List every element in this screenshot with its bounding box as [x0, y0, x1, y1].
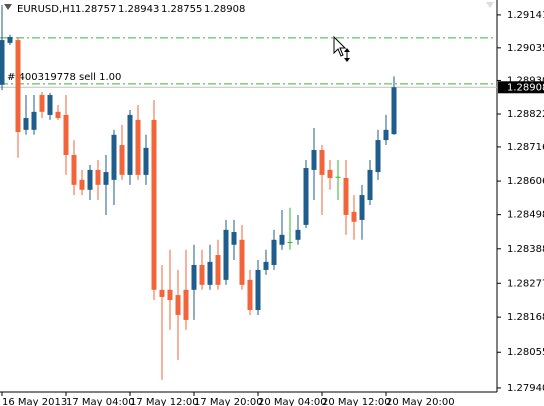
candle-body	[15, 40, 21, 133]
candle-body	[71, 154, 77, 185]
mouse-cursor	[333, 35, 350, 62]
header-low: 1.28755	[161, 4, 202, 15]
candle-body	[167, 289, 173, 301]
y-tick-label: 1.28277	[507, 278, 544, 289]
candle-body	[135, 119, 141, 175]
candle-body	[31, 111, 37, 130]
candle-body	[199, 264, 205, 285]
candle-body	[367, 169, 373, 201]
candle-body	[223, 229, 229, 280]
candle-body	[7, 36, 13, 43]
candle-body	[55, 111, 61, 119]
candle-body	[311, 150, 317, 170]
header-open: 1.28757	[75, 4, 116, 15]
y-tick-label: 1.28606	[507, 176, 544, 187]
y-tick-label: 1.27940	[507, 383, 544, 394]
shift-marker	[486, 2, 494, 8]
candle-body	[391, 87, 397, 135]
candle-body	[375, 140, 381, 173]
candle-body	[127, 114, 133, 175]
header-close: 1.28908	[204, 4, 245, 15]
candle-body	[143, 147, 149, 175]
candle-body	[335, 176, 341, 178]
candle-body	[255, 269, 261, 310]
candle-body	[0, 40, 5, 85]
candle-body	[87, 169, 93, 190]
candle-body	[103, 172, 109, 185]
x-tick-label: 17 May 20:00	[194, 397, 263, 406]
candle-body	[63, 114, 69, 155]
candle-body	[191, 264, 197, 290]
candle-body	[111, 134, 117, 180]
candle-body	[343, 177, 349, 215]
y-tick-label: 1.28716	[507, 142, 544, 153]
candle-body	[151, 119, 157, 290]
candle-body	[47, 95, 53, 115]
x-tick-label: 17 May 04:00	[66, 397, 135, 406]
x-tick-label: 20 May 12:00	[322, 397, 391, 406]
candle-body	[239, 239, 245, 285]
x-tick-label: 20 May 20:00	[386, 397, 455, 406]
candle-body	[175, 295, 181, 315]
y-tick-label: 1.28930	[507, 75, 544, 86]
candle-body	[119, 145, 125, 175]
bid-label-box	[498, 81, 544, 94]
candle-body	[23, 118, 29, 130]
candle-body	[79, 179, 85, 190]
candle-body	[263, 261, 269, 270]
y-tick-label: 1.28498	[507, 210, 544, 221]
candle-body	[159, 289, 165, 297]
candle-body	[39, 95, 45, 112]
candle-body	[303, 168, 309, 225]
candle-body	[287, 241, 293, 243]
candle-body	[207, 261, 213, 285]
x-tick-label: 16 May 2013	[2, 397, 67, 406]
candle-body	[271, 239, 277, 265]
y-tick-label: 1.28822	[507, 109, 544, 120]
candle-body	[327, 169, 333, 178]
x-tick-label: 20 May 04:00	[258, 397, 327, 406]
candle-body	[231, 232, 237, 245]
candle-body	[247, 279, 253, 310]
candle-body	[383, 129, 389, 141]
x-tick-label: 17 May 12:00	[130, 397, 199, 406]
candle-body	[319, 150, 325, 175]
candle-body	[95, 169, 101, 185]
candle-body	[295, 229, 301, 240]
header-high: 1.28943	[118, 4, 159, 15]
candle-body	[359, 195, 365, 220]
y-tick-label: 1.29035	[507, 43, 544, 54]
y-tick-label: 1.28055	[507, 347, 544, 358]
bid-label: 1.28908	[507, 82, 544, 93]
candle-body	[351, 211, 357, 222]
symbol-icon	[4, 4, 12, 10]
order-label: # 400319778 sell 1.00	[7, 72, 121, 83]
candle-body	[215, 255, 221, 285]
candle-body	[183, 289, 189, 320]
symbol: EURUSD,H1	[17, 4, 76, 15]
y-tick-label: 1.28388	[507, 244, 544, 255]
y-tick-label: 1.28168	[507, 312, 544, 323]
candle-body	[279, 234, 285, 245]
